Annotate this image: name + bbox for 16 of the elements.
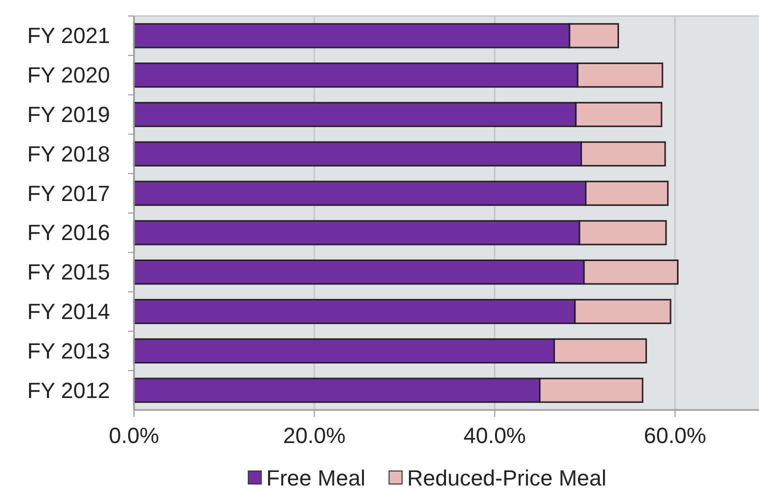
y-tick-label: FY 2015 <box>27 260 110 285</box>
y-tick-label: FY 2018 <box>27 141 110 166</box>
y-tick-label: FY 2012 <box>27 378 110 403</box>
x-tick-label: 20.0% <box>283 423 346 448</box>
y-tick-label: FY 2021 <box>27 23 110 48</box>
x-tick-label: 40.0% <box>464 423 526 448</box>
legend-label: Free Meal <box>266 466 366 490</box>
x-tick-label: 0.0% <box>108 423 160 448</box>
y-tick-label: FY 2016 <box>27 220 110 246</box>
legend-label: Reduced-Price Meal <box>407 466 606 490</box>
y-tick-label: FY 2017 <box>27 180 110 206</box>
y-tick-label: FY 2019 <box>27 102 110 127</box>
y-tick-label: FY 2020 <box>27 62 110 88</box>
y-tick-label: FY 2013 <box>27 338 110 364</box>
y-tick-label: FY 2014 <box>27 299 110 324</box>
x-tick-label: 60.0% <box>644 423 706 448</box>
